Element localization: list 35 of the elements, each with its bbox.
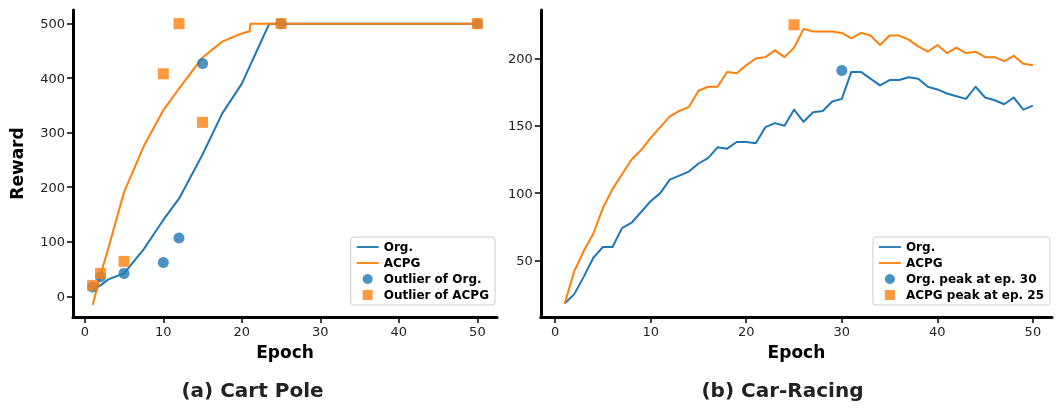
y-tick-label: 50 (516, 252, 533, 268)
x-tick-label: 30 (312, 324, 329, 339)
x-axis-title: Epoch (767, 341, 826, 362)
y-tick-label: 300 (40, 125, 65, 141)
x-tick-label: 0 (80, 324, 89, 339)
y-tick-label: 100 (40, 234, 65, 250)
legend-label: Org. (905, 240, 936, 254)
y-tick-label: 150 (507, 118, 533, 134)
text: (b) Car-Racing (701, 378, 864, 402)
legend-label: Outlier of ACPG (383, 288, 490, 302)
x-tick-label: 10 (155, 324, 172, 339)
legend-label: ACPG peak at ep. 25 (905, 288, 1044, 302)
x-tick-label: 30 (833, 324, 851, 339)
x-tick-label: 50 (469, 324, 486, 339)
x-tick-label: 20 (737, 324, 755, 339)
y-tick-label: 0 (56, 288, 65, 304)
legend-label: ACPG (905, 256, 943, 270)
x-tick-label: 0 (551, 324, 560, 339)
x-tick-label: 50 (1024, 324, 1042, 339)
y-tick-label: 200 (40, 179, 65, 195)
x-axis-title: Epoch (256, 341, 314, 362)
legend-label: Org. peak at ep. 30 (905, 272, 1037, 286)
y-tick-label: 100 (507, 185, 533, 201)
x-tick-label: 10 (642, 324, 659, 339)
x-tick-label: 40 (929, 324, 946, 339)
legend-label: ACPG (383, 256, 421, 270)
y-axis-title: Reward (6, 127, 27, 200)
x-tick-label: 40 (390, 324, 408, 339)
text: (a) Cart Pole (181, 378, 324, 402)
y-tick-label: 200 (507, 50, 533, 66)
y-tick-label: 400 (40, 70, 65, 86)
legend-label: Org. (383, 240, 413, 254)
legend-label: Outlier of Org. (383, 272, 482, 286)
y-tick-label: 500 (40, 16, 65, 32)
x-tick-label: 20 (233, 324, 251, 339)
